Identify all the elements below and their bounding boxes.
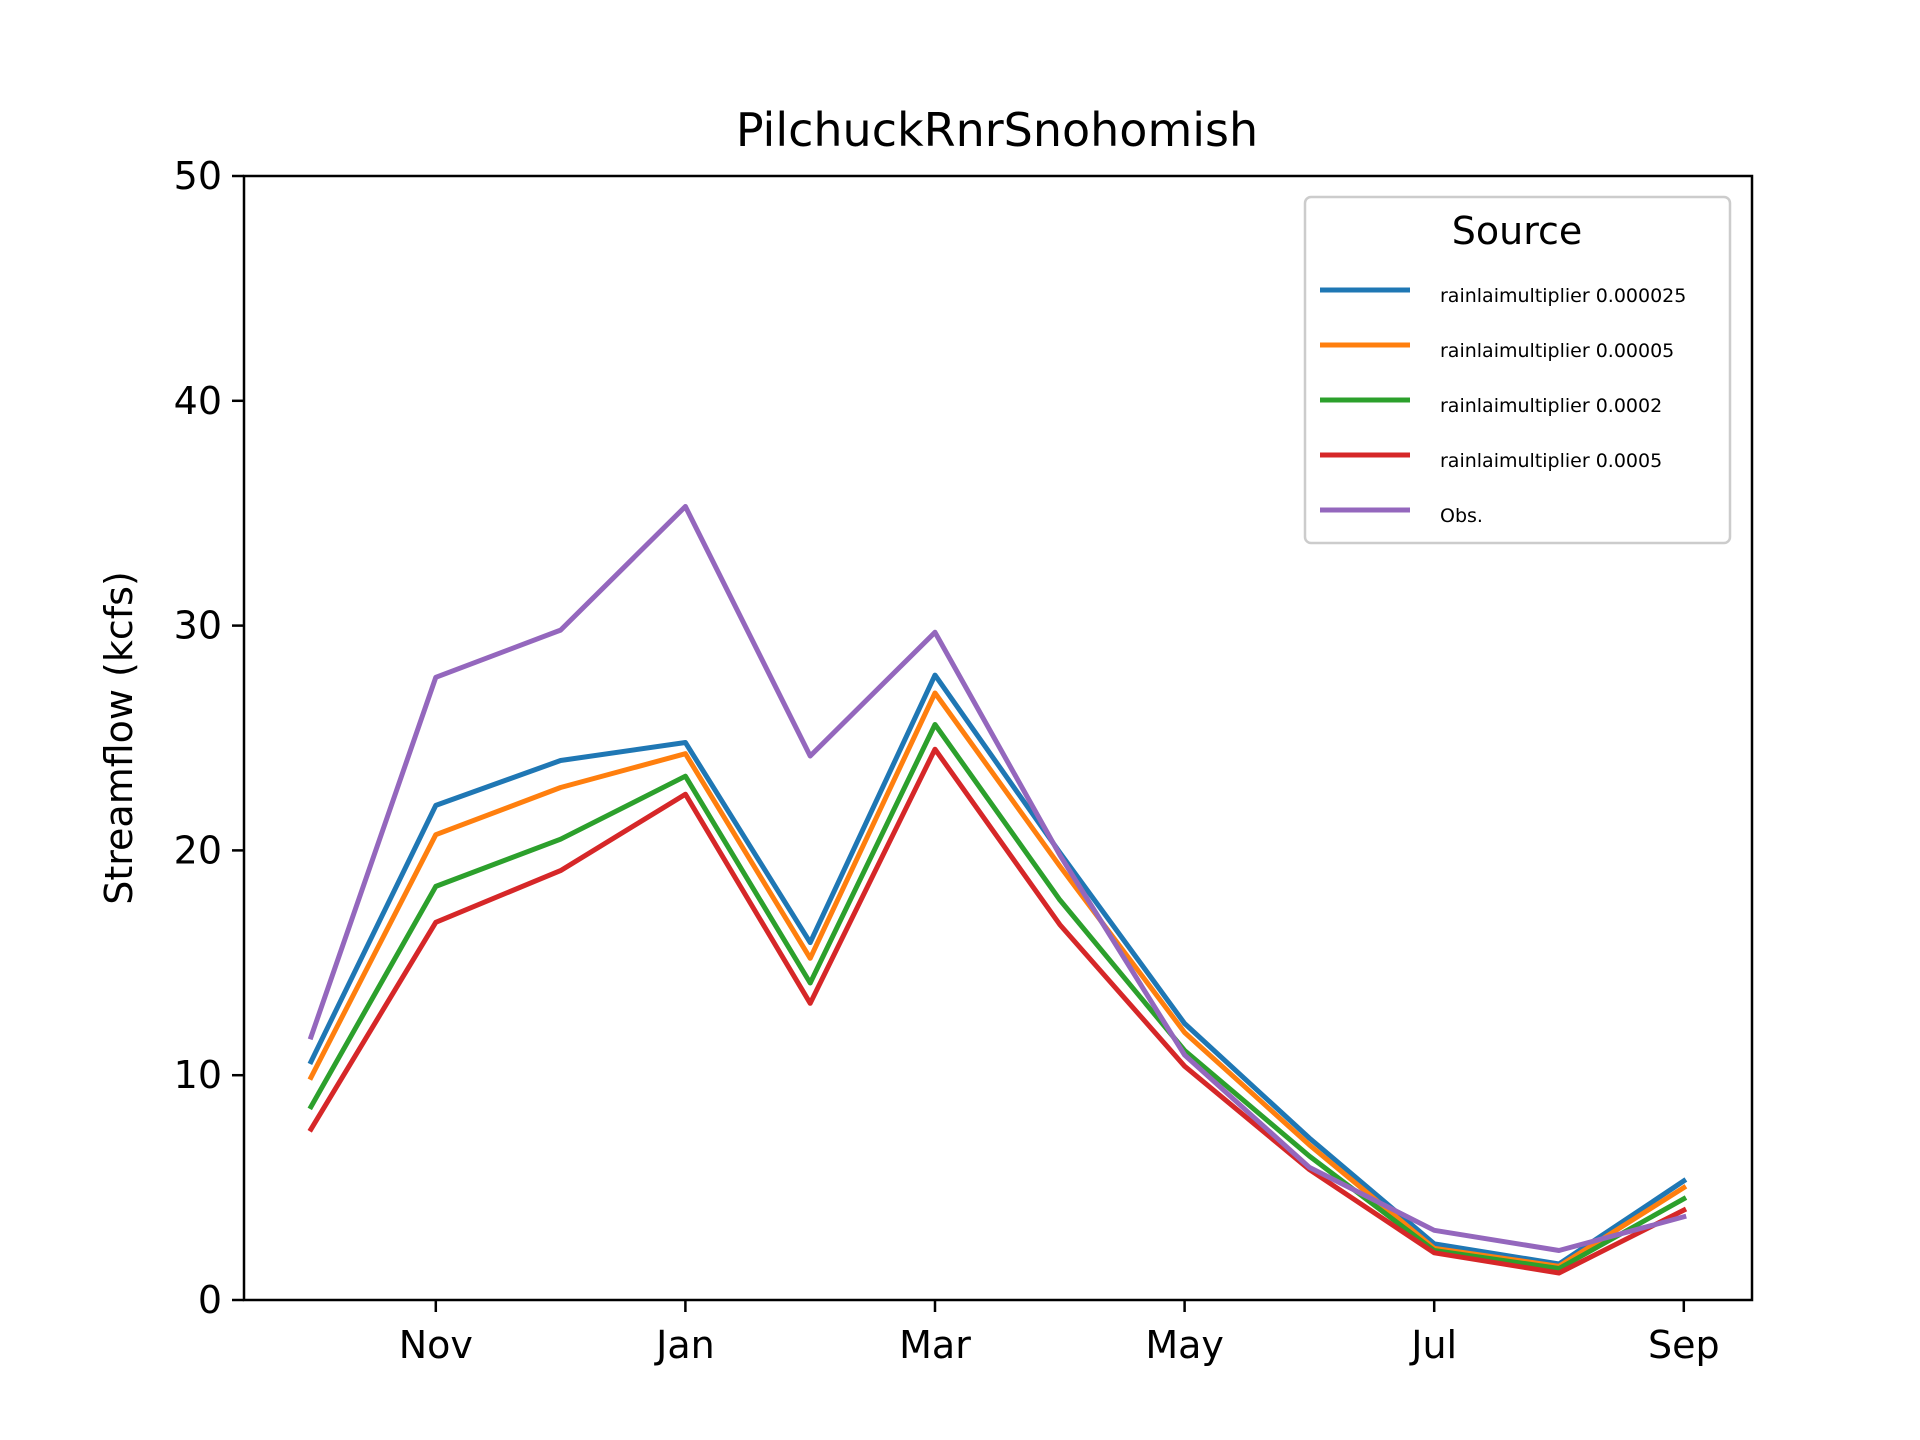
x-tick-label: Jul — [1409, 1323, 1457, 1367]
legend-label: rainlaimultiplier 0.00005 — [1440, 340, 1674, 362]
series-line — [307, 672, 1688, 1267]
y-tick-label: 30 — [174, 604, 222, 648]
y-tick-label: 50 — [174, 154, 222, 198]
y-tick-label: 0 — [198, 1278, 222, 1322]
legend: Source rainlaimultiplier 0.000025rainlai… — [1303, 195, 1732, 545]
x-tick-label: Sep — [1648, 1323, 1720, 1367]
x-tick-label: Mar — [899, 1323, 971, 1367]
series-line — [307, 690, 1688, 1269]
x-axis-ticks: Nov Jan Mar May Jul Sep — [399, 1300, 1720, 1367]
series-line — [307, 504, 1687, 1253]
legend-label: rainlaimultiplier 0.0005 — [1440, 450, 1662, 472]
x-tick-label: Jan — [654, 1323, 715, 1367]
x-tick-label: May — [1145, 1323, 1224, 1367]
x-tick-label: Nov — [399, 1323, 473, 1367]
legend-box — [1303, 195, 1732, 545]
y-tick-label: 10 — [174, 1053, 222, 1097]
legend-label: rainlaimultiplier 0.000025 — [1440, 285, 1686, 307]
y-tick-label: 20 — [174, 828, 222, 872]
legend-label: rainlaimultiplier 0.0002 — [1440, 395, 1662, 417]
series-line — [307, 722, 1688, 1271]
legend-items: rainlaimultiplier 0.000025 rainlaimultipl… — [1320, 285, 1686, 527]
y-axis-title: Streamflow (kcfs) — [97, 571, 141, 905]
series-lines — [307, 504, 1688, 1276]
plot-frame — [242, 174, 1754, 1302]
y-axis-ticks: 0 10 20 30 40 50 — [174, 154, 244, 1322]
chart-title: PilchuckRnrSnohomish — [736, 103, 1258, 157]
y-tick-label: 40 — [174, 379, 222, 423]
series-line — [307, 746, 1688, 1276]
legend-title: Source — [1452, 209, 1583, 253]
legend-label: Obs. — [1440, 505, 1483, 527]
